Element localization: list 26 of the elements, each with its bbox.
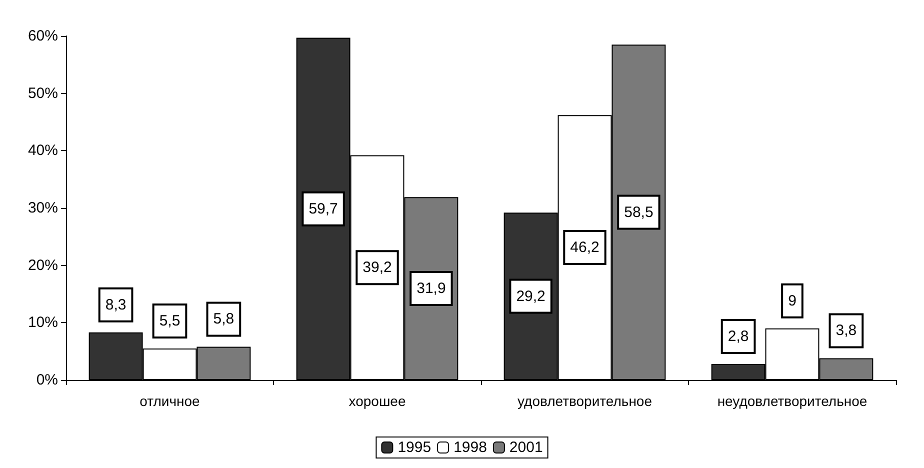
legend-label: 1995 bbox=[398, 439, 432, 456]
y-tick-label: 30% bbox=[28, 200, 58, 216]
data-label: 5,5 bbox=[159, 312, 180, 330]
legend-label: 2001 bbox=[509, 439, 543, 456]
y-tick-label: 20% bbox=[28, 256, 58, 274]
x-tick-label: удовлетворительное bbox=[517, 393, 652, 409]
data-label: 2,8 bbox=[728, 328, 749, 345]
data-label: 29,2 bbox=[516, 288, 546, 305]
legend-label: 1998 bbox=[454, 439, 487, 456]
data-label: 9 bbox=[788, 292, 796, 310]
data-label: 39,2 bbox=[362, 259, 392, 276]
y-tick-label: 10% bbox=[28, 314, 58, 332]
data-label: 3,8 bbox=[836, 322, 857, 340]
y-tick-label: 0% bbox=[36, 372, 58, 388]
x-tick-label: отличное bbox=[140, 393, 200, 409]
x-tick-label: хорошее bbox=[348, 393, 406, 409]
data-label: 8,3 bbox=[105, 296, 126, 314]
data-label: 46,2 bbox=[570, 239, 600, 256]
data-label: 58,5 bbox=[624, 204, 654, 221]
data-label: 59,7 bbox=[308, 200, 338, 218]
y-tick-label: 60% bbox=[28, 28, 58, 44]
y-tick-label: 40% bbox=[28, 142, 58, 160]
x-tick-label: неудовлетворительное bbox=[717, 393, 868, 409]
data-label: 31,9 bbox=[416, 280, 446, 298]
data-label: 5,8 bbox=[213, 310, 234, 328]
y-tick-label: 50% bbox=[28, 84, 58, 102]
